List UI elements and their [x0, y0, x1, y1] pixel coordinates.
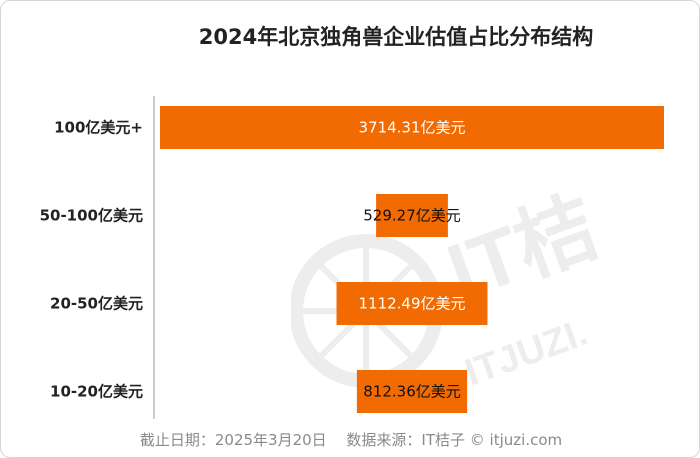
data-label-1: 529.27亿美元 [363, 207, 461, 225]
data-label-3: 812.36亿美元 [363, 383, 461, 401]
source-footer: 截止日期：2025年3月20日 数据来源：IT桔子 © itjuzi.com [139, 431, 563, 449]
bar-3 [356, 370, 468, 413]
bars-group: 3714.31亿美元 100亿美元+ 529.27亿美元 50-100亿美元 1112.… [40, 106, 664, 413]
category-label-2: 20-50亿美元 [50, 295, 143, 313]
category-label-3: 10-20亿美元 [50, 383, 143, 401]
bar-0 [160, 106, 664, 149]
bar-1 [376, 194, 448, 237]
category-label-1: 50-100亿美元 [40, 207, 143, 225]
chart-title: 2024年北京独角兽企业估值占比分布结构 [198, 25, 594, 49]
data-label-0: 3714.31亿美元 [358, 119, 465, 137]
bar-2 [336, 282, 488, 325]
data-label-2: 1112.49亿美元 [358, 295, 465, 313]
category-label-0: 100亿美元+ [54, 119, 143, 137]
